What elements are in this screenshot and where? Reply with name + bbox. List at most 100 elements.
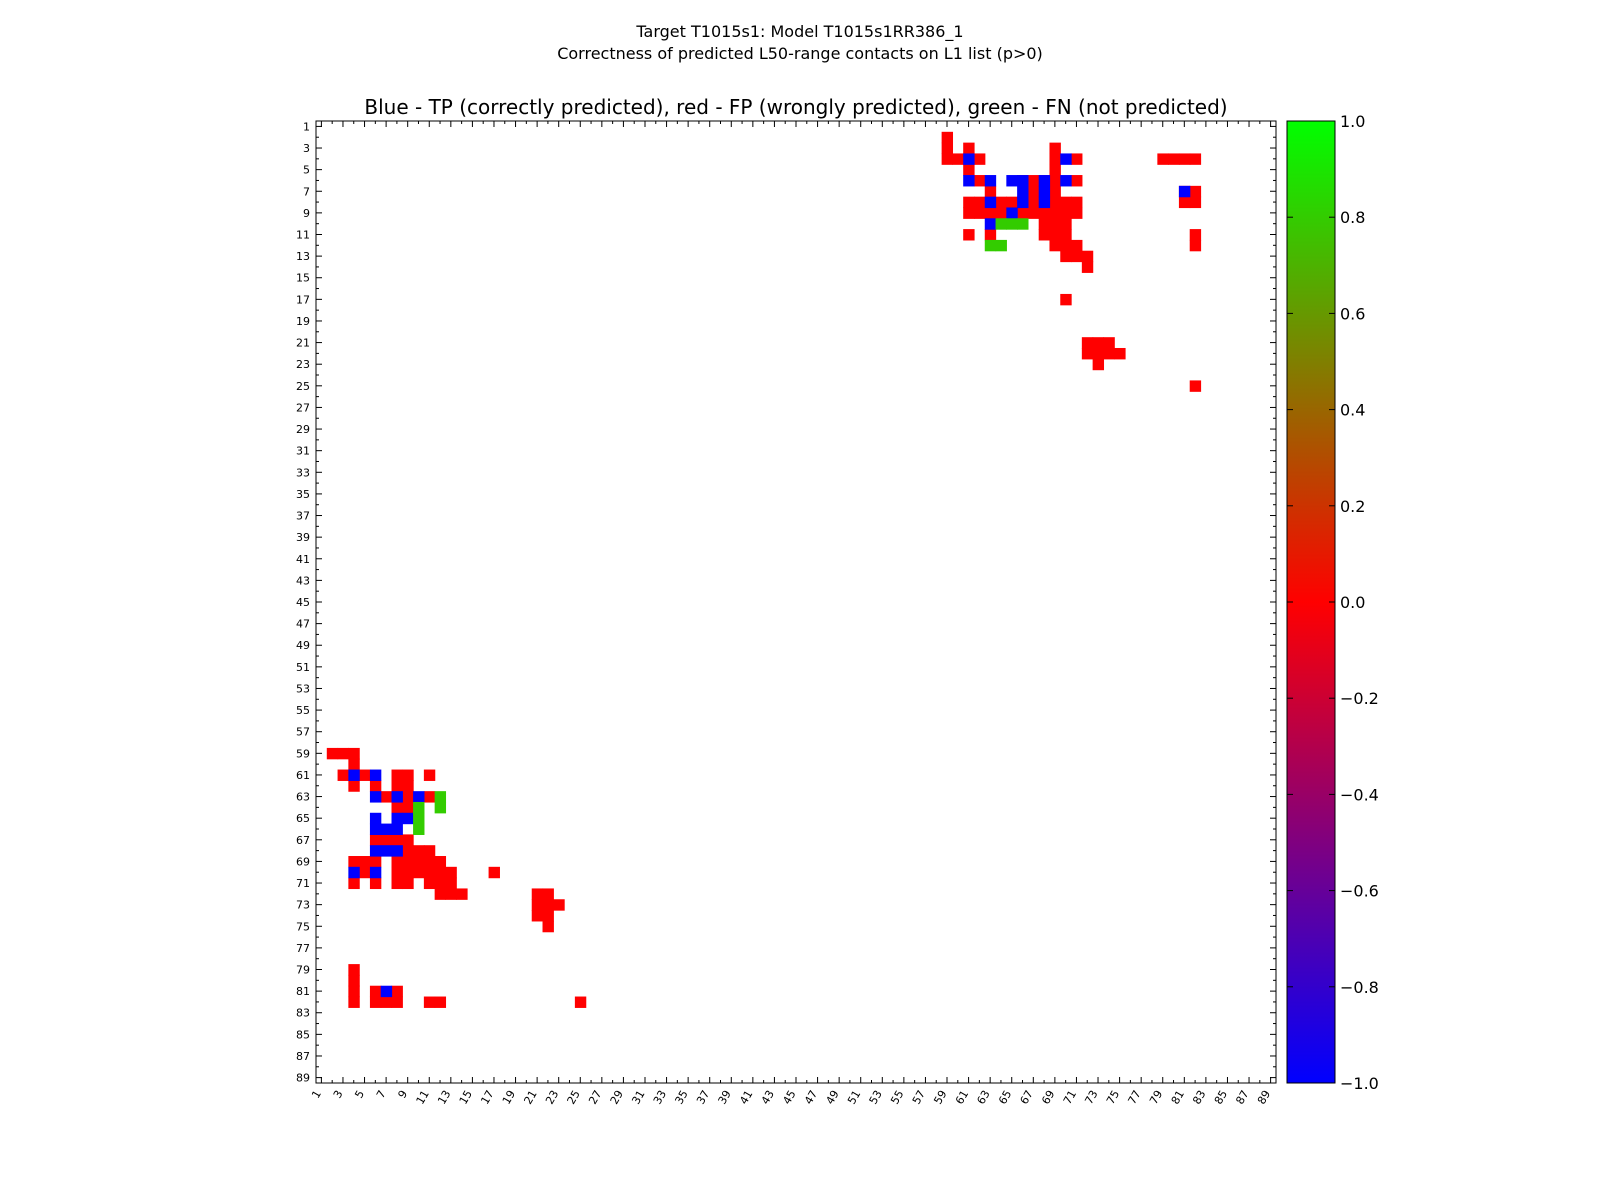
fp-cell: [402, 769, 414, 781]
tp-cell: [1038, 185, 1051, 198]
fp-cell: [434, 856, 447, 868]
x-tick-label: 71: [1061, 1088, 1079, 1107]
fp-cell: [434, 888, 447, 900]
fp-cell: [369, 877, 382, 890]
x-tick-label: 41: [737, 1088, 755, 1107]
fp-cell: [380, 791, 393, 803]
fp-cell: [1027, 185, 1040, 198]
fp-cell: [1049, 175, 1061, 187]
y-tick-label: 33: [296, 466, 310, 479]
fp-cell: [963, 164, 975, 176]
x-tick-label: 31: [629, 1088, 647, 1107]
fp-cell: [413, 856, 425, 868]
fp-cell: [423, 845, 436, 857]
y-tick-label: 21: [296, 337, 310, 350]
x-tick-label: 85: [1212, 1088, 1230, 1107]
fp-cell: [1071, 239, 1083, 252]
x-tick-label: 51: [845, 1088, 863, 1107]
tp-cell: [348, 866, 360, 879]
y-tick-label: 49: [296, 639, 310, 652]
x-tick-label: 15: [457, 1088, 475, 1107]
y-tick-label: 57: [296, 726, 310, 739]
x-tick-label: 37: [694, 1088, 712, 1107]
fp-cell: [1189, 239, 1202, 252]
y-tick-label: 81: [296, 985, 310, 998]
fp-cell: [423, 877, 436, 890]
fp-cell: [963, 142, 975, 155]
fp-cell: [984, 229, 997, 241]
fp-cell: [1049, 207, 1061, 219]
fp-cell: [1038, 229, 1051, 241]
fp-cell: [542, 899, 554, 911]
y-tick-label: 55: [296, 704, 310, 717]
y-tick-label: 71: [296, 877, 310, 890]
x-tick-label: 17: [478, 1088, 496, 1107]
tp-cell: [391, 791, 403, 803]
y-tick-label: 27: [296, 401, 310, 414]
fp-cell: [1060, 218, 1072, 230]
fp-cell: [542, 920, 554, 933]
colorbar-ticks: 1.0 0.8 0.6 0.4 0.2 0.0 −0.2 −0.4 −0.6 −0.8 −1.0: [1287, 112, 1379, 1093]
fp-cell: [1049, 239, 1061, 252]
x-tick-label: 13: [435, 1088, 453, 1107]
fn-cell: [413, 812, 425, 825]
x-tick-label: 75: [1104, 1088, 1122, 1107]
x-tick-label: 25: [565, 1088, 583, 1107]
colorbar-tick-label: 1.0: [1340, 112, 1365, 131]
fp-cell: [434, 877, 447, 890]
fp-cell: [1060, 229, 1072, 241]
fp-cell: [553, 899, 565, 911]
fp-cell: [1081, 337, 1094, 349]
y-tick-label: 51: [296, 661, 310, 674]
x-tick-label: 23: [543, 1088, 561, 1107]
y-tick-label: 39: [296, 531, 310, 544]
colorbar-tick-label: −0.2: [1340, 689, 1379, 708]
tp-cell: [391, 845, 403, 857]
x-tick-label: 77: [1126, 1088, 1144, 1107]
x-tick-label: 87: [1233, 1088, 1251, 1107]
fp-cell: [1168, 153, 1180, 165]
x-tick-label: 3: [331, 1088, 346, 1101]
fn-cell: [1006, 218, 1018, 230]
fp-cell: [1049, 218, 1061, 230]
y-tick-label: 47: [296, 618, 310, 631]
tp-cell: [1038, 175, 1051, 187]
x-tick-label: 21: [521, 1088, 539, 1107]
colorbar-tick-label: −0.8: [1340, 978, 1379, 997]
fp-cell: [1038, 218, 1051, 230]
fp-cell: [402, 791, 414, 803]
fp-cell: [1081, 250, 1094, 263]
tp-cell: [1038, 196, 1051, 209]
tp-cell: [380, 985, 393, 998]
fp-cell: [402, 801, 414, 814]
fp-cell: [380, 996, 393, 1008]
y-tick-label: 61: [296, 769, 310, 782]
tp-cell: [1017, 196, 1029, 209]
x-tick-label: 73: [1082, 1088, 1100, 1107]
x-tick-label: 81: [1169, 1088, 1187, 1107]
y-tick-label: 67: [296, 834, 310, 847]
fp-cell: [391, 985, 403, 998]
x-tick-label: 47: [802, 1088, 820, 1107]
fp-cell: [1027, 175, 1040, 187]
x-tick-label: 67: [1018, 1088, 1036, 1107]
tp-cell: [369, 866, 382, 879]
y-tick-label: 63: [296, 791, 310, 804]
fp-cell: [1189, 229, 1202, 241]
fn-cell: [434, 801, 447, 814]
tp-cell: [1060, 153, 1072, 165]
fp-cell: [369, 780, 382, 792]
tp-cell: [963, 175, 975, 187]
tp-cell: [1017, 175, 1029, 187]
fp-cell: [531, 910, 544, 922]
fp-cell: [337, 769, 349, 781]
fp-cell: [1189, 153, 1202, 165]
fp-cell: [1071, 196, 1083, 209]
fp-cell: [391, 801, 403, 814]
y-tick-label: 35: [296, 488, 310, 501]
fp-cell: [369, 834, 382, 846]
fn-cell: [984, 239, 997, 252]
x-tick-label: 63: [974, 1088, 992, 1107]
fp-cell: [1081, 347, 1094, 360]
